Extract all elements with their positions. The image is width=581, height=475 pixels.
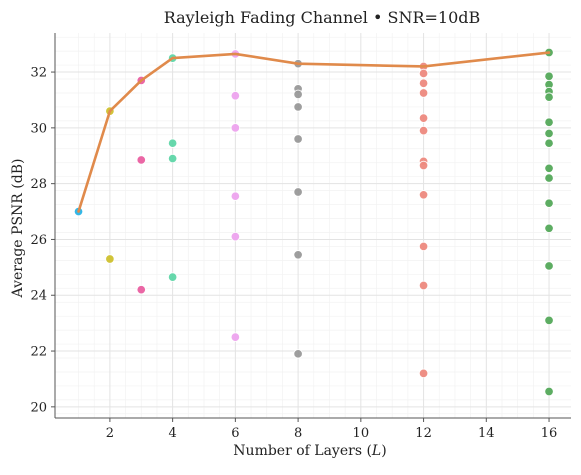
data-point [418,241,429,252]
data-point [544,128,554,139]
data-point [167,138,178,148]
data-point [544,173,554,183]
data-point [136,155,147,165]
x-tick-label: 8 [294,426,302,441]
data-point [293,89,303,100]
x-axis-label-var: L [371,443,381,459]
data-point [105,254,115,264]
y-tick-label: 28 [30,177,47,192]
minor-gridlines [55,33,571,418]
data-point [230,332,241,342]
data-point [418,160,429,171]
data-point [418,68,429,79]
data-point [167,153,178,164]
data-point [293,250,303,260]
data-point [544,261,554,271]
y-tick-label: 26 [30,233,47,248]
best-psnr-line-path [77,51,551,213]
data-point [230,123,241,133]
x-tick-label: 14 [478,426,495,441]
x-tick-label: 2 [106,426,114,441]
y-axis-label: Average PSNR (dB) [10,159,26,299]
data-point [544,315,554,326]
x-axis-label-suffix: ) [381,443,386,459]
data-point [418,88,429,98]
data-point [230,191,241,201]
best-psnr-line [77,51,551,213]
x-tick-label: 6 [231,426,239,441]
y-tick-label: 22 [30,345,47,360]
data-point [230,231,241,242]
x-tick-label: 4 [168,426,176,441]
x-tick-label: 10 [353,426,370,441]
y-tick-label: 24 [30,289,47,304]
data-point [418,368,429,379]
data-point [136,284,147,295]
data-point [418,78,429,88]
data-point [293,349,303,359]
axes-frame [54,33,571,419]
data-point [544,223,554,234]
data-point [544,198,554,208]
x-axis-label: Number of Layers (L) [233,443,386,459]
data-point [167,272,178,282]
y-tick-label: 32 [30,66,47,81]
x-tick-label: 12 [415,426,432,441]
data-point [293,134,303,144]
data-point [544,386,554,397]
y-tick-label: 30 [30,121,47,136]
data-point [230,91,241,101]
y-tick-label: 20 [30,400,47,415]
data-point [293,102,303,112]
x-axis-label-prefix: Number of Layers ( [233,443,372,459]
data-point [293,187,303,197]
data-point [418,125,429,136]
data-point [544,71,554,81]
x-tick-label: 16 [541,426,558,441]
data-point [418,113,429,123]
data-point [544,92,554,102]
data-point [544,138,554,148]
chart-title: Rayleigh Fading Channel • SNR=10dB [164,8,481,27]
data-point [544,117,554,128]
data-point [418,190,429,200]
data-point [418,280,429,291]
data-point [544,163,554,174]
